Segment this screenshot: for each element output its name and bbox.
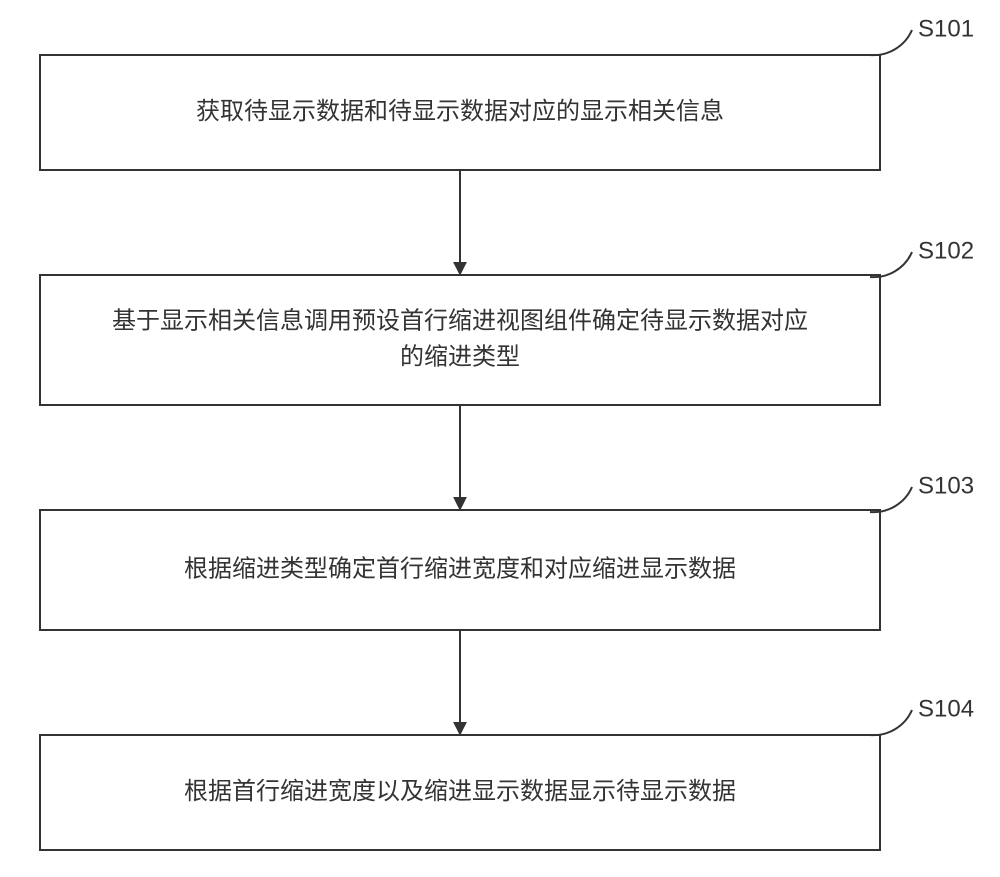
flow-step-s102: 基于显示相关信息调用预设首行缩进视图组件确定待显示数据对应的缩进类型 [40,275,880,405]
callout-curve [870,710,912,735]
step-label: S104 [918,695,974,722]
callout-curve [870,487,912,512]
step-label: S102 [918,237,974,264]
flow-step-text: 基于显示相关信息调用预设首行缩进视图组件确定待显示数据对应 [112,307,808,334]
step-label: S101 [918,15,974,42]
flow-step-s104: 根据首行缩进宽度以及缩进显示数据显示待显示数据 [40,735,880,850]
flow-step-s101: 获取待显示数据和待显示数据对应的显示相关信息 [40,55,880,170]
flow-step-text: 获取待显示数据和待显示数据对应的显示相关信息 [196,98,724,125]
flow-step-s103: 根据缩进类型确定首行缩进宽度和对应缩进显示数据 [40,510,880,630]
flowchart-canvas: 获取待显示数据和待显示数据对应的显示相关信息基于显示相关信息调用预设首行缩进视图… [0,0,1000,877]
flow-step-text: 的缩进类型 [400,343,520,370]
callout-curve [870,252,912,277]
callout-curve [870,30,912,55]
flow-step-text: 根据缩进类型确定首行缩进宽度和对应缩进显示数据 [184,555,736,582]
step-label: S103 [918,472,974,499]
flow-step-text: 根据首行缩进宽度以及缩进显示数据显示待显示数据 [184,778,736,805]
